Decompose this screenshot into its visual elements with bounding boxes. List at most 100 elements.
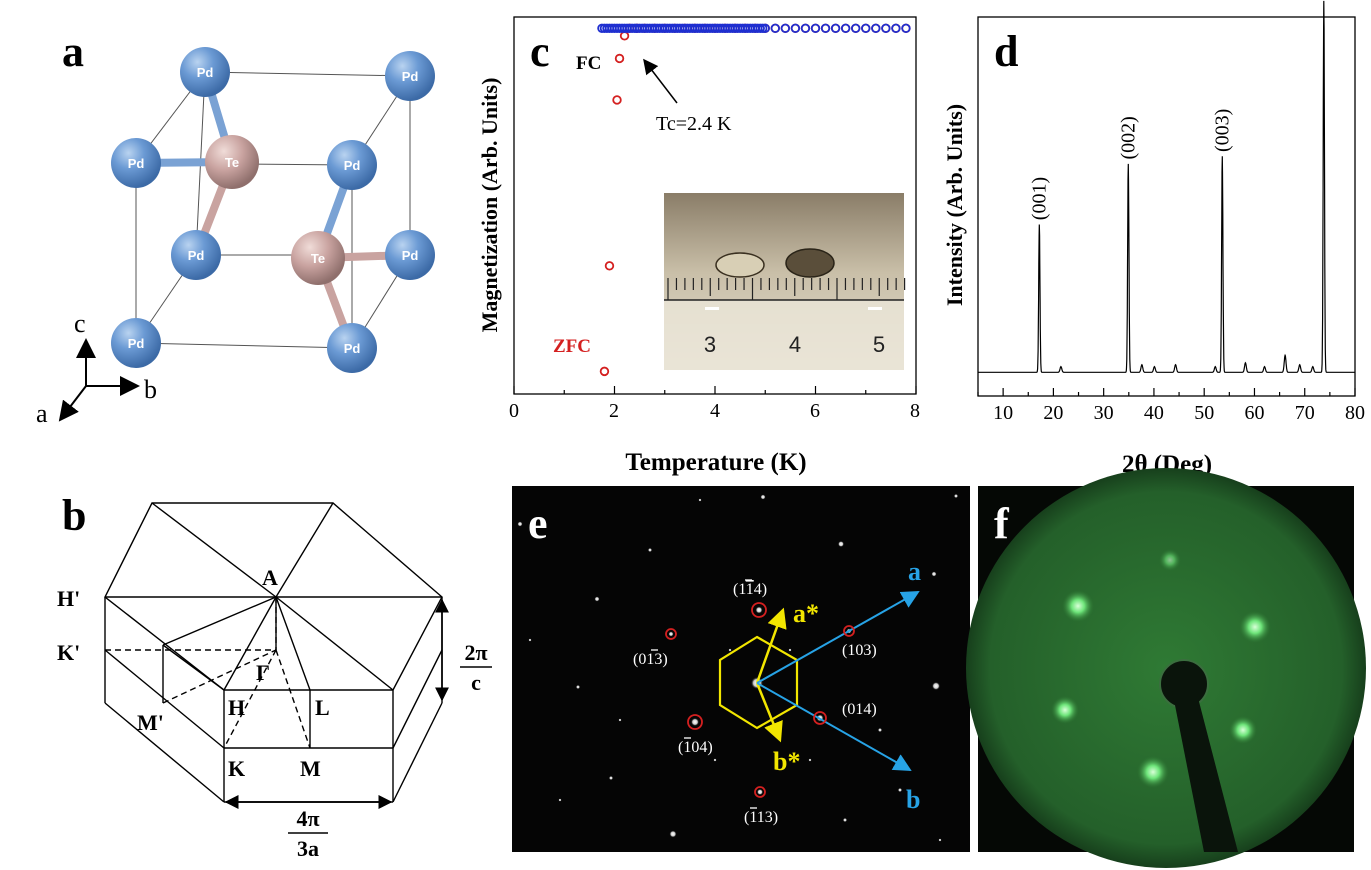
series-fc (597, 23, 911, 34)
atom-te (205, 135, 259, 189)
y-axis-label: Magnetization (Arb. Units) (477, 78, 502, 333)
leed-spots (1051, 549, 1271, 788)
spot-label-103: (103) (842, 642, 877, 659)
x-axis-ticks (513, 386, 917, 394)
x-axis-ticks (977, 388, 1356, 396)
axis-label-a: a (36, 399, 48, 428)
x-tick-label: 2 (609, 400, 619, 422)
x-tick-label: 10 (993, 402, 1013, 424)
annotation-zfc: ZFC (553, 336, 591, 357)
y-axis-label: Intensity (Arb. Units) (942, 104, 967, 306)
x-tick-label: 40 (1144, 402, 1164, 424)
diffraction-spot (931, 571, 937, 577)
annotation-fc: FC (576, 53, 601, 74)
diffraction-spot (668, 631, 674, 637)
atom-pd (385, 51, 435, 101)
axes-triad (58, 338, 140, 422)
atom-te (291, 231, 345, 285)
a-star-arrow (755, 607, 787, 684)
fc-point (810, 23, 821, 34)
annotation-tc: Tc=2.4 K (656, 113, 732, 135)
fc-point (840, 23, 851, 34)
ruler-label: 5 (873, 332, 885, 357)
panel-label-a: a (62, 27, 84, 76)
fc-point (760, 23, 770, 34)
diffraction-spot (698, 498, 702, 502)
leed-spot (1137, 756, 1169, 788)
atom-label: Pd (197, 65, 214, 80)
atom-label: Pd (128, 156, 145, 171)
panel-label-c: c (530, 27, 550, 76)
x-tick-labels: 0 2 4 6 8 (509, 400, 920, 422)
axis-labels: a* b* a b (773, 557, 921, 814)
diffraction-spot (843, 818, 847, 822)
spot-marker (754, 786, 766, 798)
bz-point-labels: A Γ H L K M H' K' M' (57, 565, 330, 781)
sample-photo-inset: 3 4 5 (664, 193, 906, 370)
bz-point-H: H (228, 695, 245, 720)
diffraction-spot (609, 776, 613, 780)
zfc-point (599, 366, 610, 377)
diffraction-spot (808, 758, 812, 762)
atom-label: Te (311, 251, 325, 266)
dim-horizontal-numerator: 4π (296, 806, 319, 831)
diffraction-spot (618, 718, 622, 722)
fc-point (780, 23, 791, 34)
crystal-sample (785, 248, 835, 278)
tc-arrow (643, 58, 678, 104)
diffraction-spot (755, 606, 763, 614)
bz-point-K-prime: K' (57, 640, 80, 665)
atom-pd (171, 230, 221, 280)
spot-marker (813, 711, 827, 725)
panel-label-b: b (62, 491, 86, 540)
atoms (111, 47, 435, 373)
diffraction-spot (757, 789, 763, 795)
diffraction-spot (594, 596, 600, 602)
spot-label-014: (014) (842, 701, 877, 718)
zfc-point (614, 53, 625, 64)
peak-label: (001) (1028, 177, 1050, 220)
atom-label: Pd (128, 336, 145, 351)
fc-point (800, 23, 811, 34)
b-axis-label: b (906, 785, 920, 814)
spot-marker (687, 714, 703, 730)
leed-spot (1239, 611, 1271, 643)
x-tick-label: 60 (1244, 402, 1264, 424)
bz-dashed-lines (105, 597, 311, 749)
diffraction-spot (838, 541, 844, 547)
dim-vertical-numerator: 2π (464, 640, 487, 665)
atom-labels: Pd Pd Pd Pd Te Pd Te Pd Pd Pd (128, 65, 419, 356)
crystal-sample (715, 252, 765, 278)
x-axis-label: Temperature (K) (625, 449, 806, 476)
spot-label-0-1bar-3: (013) (633, 651, 668, 668)
atom-pd (327, 323, 377, 373)
panel-a-crystal: a (36, 27, 435, 428)
peak-labels: (001)(002)(003)(004) (1028, 109, 1233, 221)
x-tick-label: 20 (1043, 402, 1063, 424)
x-tick-label: 6 (810, 400, 820, 422)
dim-horizontal-denominator: 3a (297, 836, 319, 861)
spot-index-labels: (114) (013) (103) (014) (104) (113) (633, 579, 877, 826)
panel-label-d: d (994, 27, 1018, 76)
atom-pd (111, 318, 161, 368)
fc-point (871, 23, 881, 34)
fc-point (770, 23, 780, 34)
zfc-point (612, 95, 622, 105)
axis-label-b: b (144, 375, 157, 404)
fc-point (830, 23, 841, 34)
a-star-label: a* (793, 599, 819, 628)
bz-point-A: A (262, 565, 278, 590)
x-tick-label: 8 (910, 400, 920, 422)
x-tick-labels: 10 20 30 40 50 60 70 80 (993, 402, 1365, 424)
spot-label-1bar-13: (113) (744, 809, 778, 826)
atom-label: Pd (402, 69, 419, 84)
zfc-point (604, 261, 615, 271)
diffraction-spot (691, 718, 699, 726)
leed-spot (1159, 549, 1181, 571)
panel-b-brillouin-zone: b (57, 491, 492, 861)
x-tick-label: 0 (509, 400, 519, 422)
diffraction-spot (558, 798, 562, 802)
panel-c-magnetization-chart: c 3 4 5 0 2 4 6 8 Temperature (K) Magn (477, 16, 920, 476)
fc-point (851, 23, 861, 34)
